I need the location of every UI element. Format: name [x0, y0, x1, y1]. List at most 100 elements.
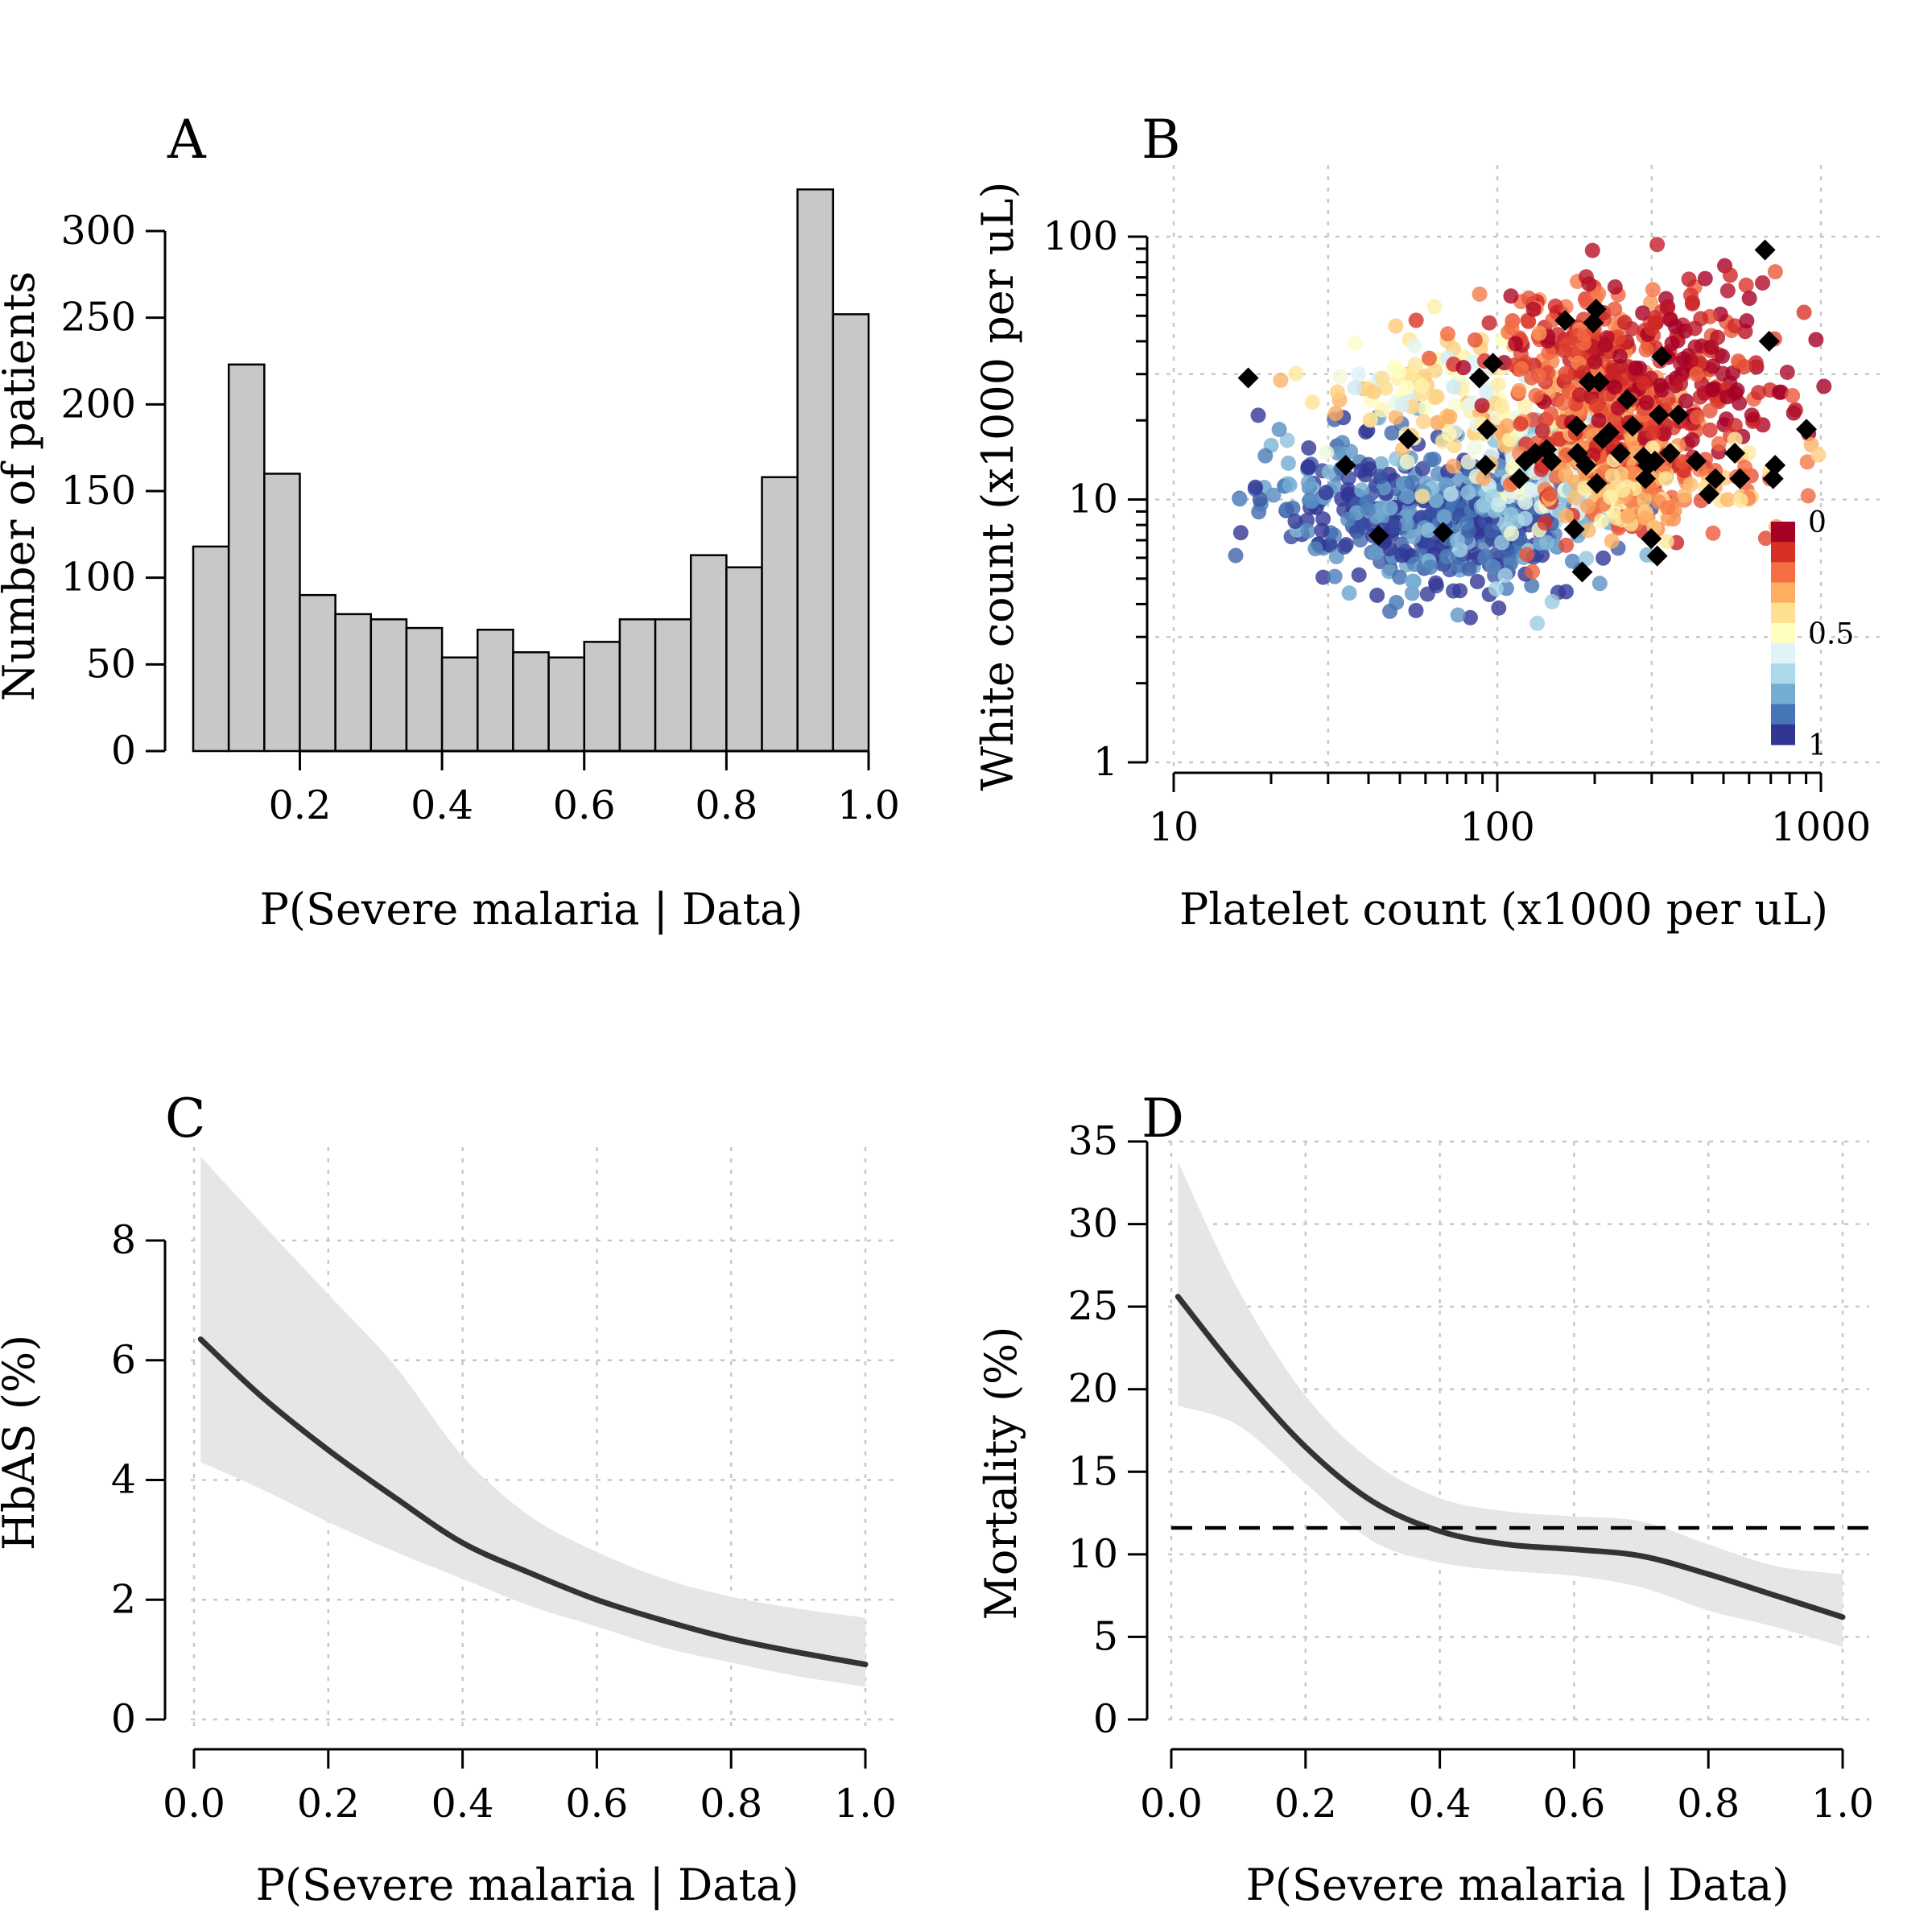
scatter-point — [1530, 615, 1546, 631]
scatter-point — [1604, 468, 1620, 484]
x-axis-label-a: P(Severe malaria | Data) — [260, 884, 803, 935]
scatter-point — [1681, 271, 1697, 287]
scatter-point — [1347, 380, 1363, 396]
scatter-point — [1404, 475, 1420, 491]
histogram-bar — [477, 629, 514, 753]
scatter-point — [1273, 372, 1289, 388]
marked-point — [1554, 310, 1576, 332]
y-tick-label-c: 4 — [111, 1457, 136, 1503]
scatter-point — [1427, 362, 1443, 378]
scatter-point — [1232, 525, 1249, 541]
axes-d: 0 5 10 15 20 25 30 35 0.0 0.2 0.4 0.6 0.8 1.0 — [1068, 1118, 1874, 1827]
scatter-point — [1252, 491, 1268, 507]
scatter-point — [1635, 305, 1651, 321]
scatter-point — [1318, 485, 1334, 501]
scatter-point — [1638, 342, 1654, 358]
marked-point — [1758, 330, 1780, 352]
colorbar-swatch — [1771, 643, 1795, 664]
scatter-point — [1391, 364, 1407, 380]
scatter-point — [1558, 467, 1574, 483]
scatter-point — [1408, 312, 1424, 328]
scatter-point — [1461, 561, 1477, 577]
scatter-point — [1591, 412, 1607, 428]
scatter-point — [1504, 320, 1520, 336]
y-tick-label-a: 250 — [60, 295, 136, 341]
colorbar-swatch — [1771, 683, 1795, 705]
scatter-point — [1767, 264, 1783, 280]
scatter-point — [1414, 488, 1430, 504]
scatter-point — [1588, 398, 1604, 414]
histogram-bars — [192, 188, 870, 753]
histogram-bar — [547, 656, 585, 753]
scatter-point — [1727, 418, 1743, 434]
x-tick-label-d: 0.4 — [1409, 1781, 1472, 1827]
scatter-point — [1523, 483, 1539, 499]
scatter-point — [1472, 286, 1488, 302]
scatter-point — [1607, 379, 1623, 395]
marked-point — [1686, 450, 1707, 472]
marked-point — [1575, 454, 1597, 476]
x-tick-label-d: 0.8 — [1677, 1781, 1740, 1827]
scatter-point — [1513, 416, 1529, 432]
scatter-point — [1542, 486, 1558, 502]
histogram-bar — [299, 593, 336, 753]
x-tick-label-c: 0.8 — [700, 1781, 762, 1827]
scatter-point — [1428, 575, 1444, 591]
scatter-point — [1327, 406, 1344, 422]
colorbar-swatch — [1771, 542, 1795, 563]
scatter-point — [1684, 432, 1700, 448]
scatter-point — [1748, 355, 1764, 371]
scatter-point — [1406, 337, 1422, 353]
panel-c-hbas: C 0 2 4 6 8 0.0 0.2 0.4 0.6 0.8 1.0 P(Severe malar… — [0, 1088, 897, 1910]
scatter-point — [1607, 279, 1623, 295]
scatter-point — [1649, 237, 1666, 253]
marked-point — [1578, 371, 1600, 393]
colorbar-tick-label: 0.5 — [1808, 618, 1854, 651]
scatter-point — [1605, 362, 1621, 378]
scatter-point — [1429, 388, 1445, 404]
marked-point — [1668, 404, 1690, 426]
colorbar-swatch — [1771, 522, 1795, 543]
scatter-point — [1642, 295, 1658, 311]
scatter-point — [1547, 298, 1563, 314]
marked-point — [1637, 454, 1659, 476]
scatter-point — [1503, 506, 1519, 522]
marked-point — [1644, 450, 1666, 472]
scatter-point — [1558, 365, 1574, 382]
x-tick-label-a: 0.6 — [553, 782, 616, 828]
scatter-point — [1373, 456, 1389, 472]
marked-point — [1585, 299, 1607, 320]
scatter-point — [1738, 277, 1754, 293]
histogram-bar — [654, 618, 692, 753]
scatter-point — [1612, 349, 1628, 365]
scatter-point — [1499, 418, 1515, 434]
scatter-point — [1358, 424, 1374, 440]
scatter-point — [1228, 547, 1244, 564]
scatter-point — [1450, 607, 1466, 623]
scatter-point — [1373, 469, 1389, 485]
histogram-bar — [689, 554, 728, 753]
marked-point — [1566, 415, 1587, 437]
y-tick-label-d: 25 — [1068, 1283, 1118, 1329]
scatter-point — [1301, 440, 1317, 456]
marked-point — [1754, 239, 1776, 261]
scatter-point — [1711, 436, 1727, 452]
marked-point — [1586, 473, 1608, 494]
scatter-point — [1675, 351, 1691, 367]
marked-point — [1635, 468, 1657, 489]
scatter-point — [1517, 510, 1533, 526]
scatter-point — [1421, 350, 1437, 366]
scatter-point — [1382, 500, 1398, 516]
scatter-point — [1398, 379, 1414, 395]
scatter-point — [1719, 492, 1736, 508]
colorbar: 00.51 — [1771, 506, 1854, 762]
scatter-point — [1604, 533, 1620, 549]
scatter-point — [1369, 587, 1385, 603]
scatter-point — [1513, 361, 1530, 377]
plot-c — [197, 1156, 869, 1687]
scatter-point — [1508, 336, 1524, 352]
scatter-point — [1732, 493, 1748, 509]
y-tick-label-a: 100 — [60, 555, 136, 601]
marked-point — [1651, 345, 1673, 367]
scatter-point — [1426, 451, 1442, 467]
